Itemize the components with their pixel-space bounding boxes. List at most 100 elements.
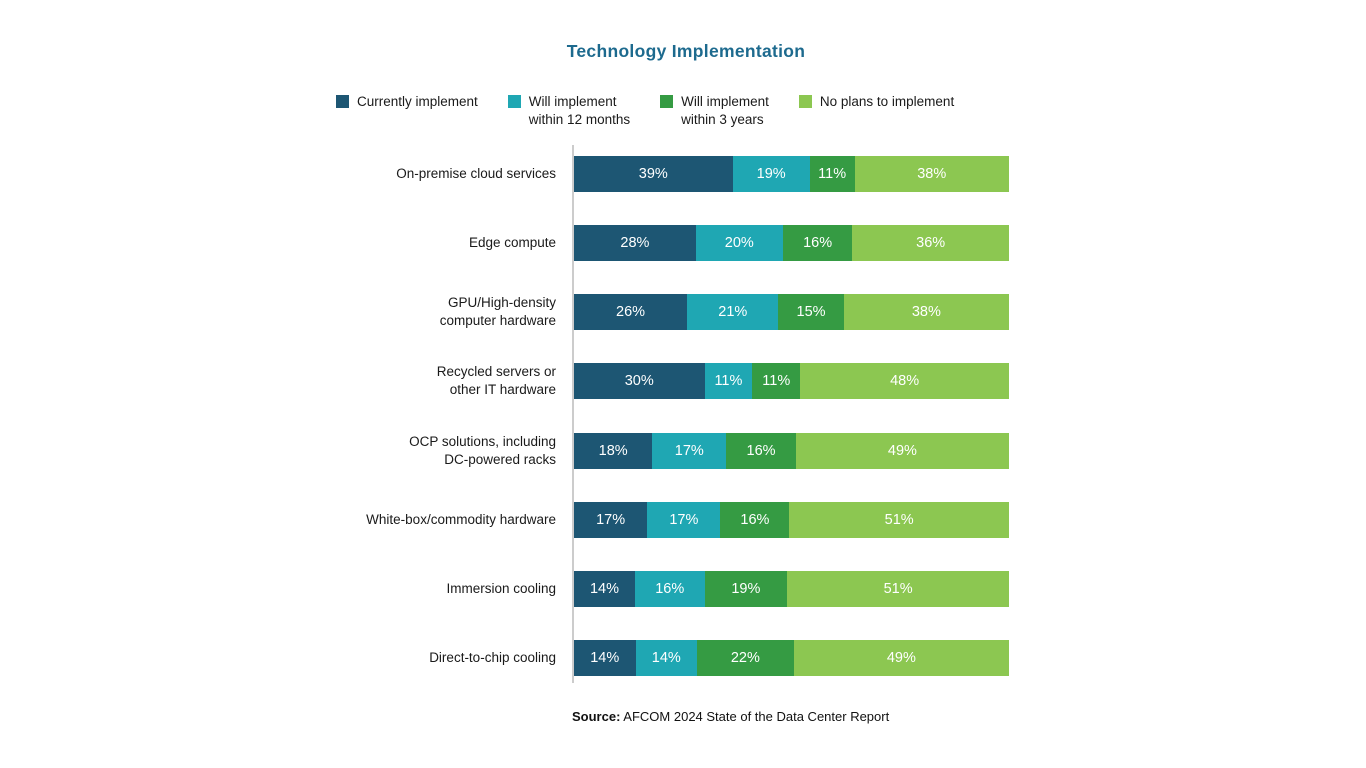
- bar-value-label: 17%: [674, 442, 704, 459]
- bar-value-label: 48%: [890, 373, 920, 390]
- bar-value-label: 14%: [590, 649, 620, 666]
- chart-row: Immersion cooling 14% 16% 19% 51%: [240, 570, 1009, 607]
- bar-value-label: 28%: [620, 235, 650, 252]
- bar-value-label: 21%: [718, 304, 748, 321]
- bar-value-label: 16%: [746, 442, 776, 459]
- legend-item: No plans to implement: [798, 93, 954, 129]
- bar-segment: 15%: [778, 294, 844, 331]
- bar-segment: 19%: [732, 156, 810, 192]
- bar-segment: 22%: [697, 639, 794, 676]
- legend-swatch-icon: [507, 95, 521, 108]
- category-label: Recycled servers or other IT hardware: [436, 364, 556, 398]
- bar-value-label: 16%: [803, 235, 833, 252]
- stacked-bar: 18% 17% 16% 49%: [574, 432, 1009, 469]
- bar-segment: 21%: [687, 294, 779, 331]
- axis-line: [572, 145, 574, 683]
- bar-segment: 17%: [574, 501, 648, 538]
- bar-segment: 51%: [787, 570, 1009, 607]
- bar-segment: 26%: [574, 294, 688, 331]
- bar-segment: 14%: [635, 639, 698, 676]
- stacked-bar: 30% 11% 11% 48%: [574, 363, 1009, 400]
- bar-segment: 39%: [574, 156, 733, 192]
- chart-row: White-box/commodity hardware 17% 17% 16% 51%: [240, 501, 1009, 538]
- bar-segment: 16%: [782, 225, 853, 262]
- bar-segment: 18%: [574, 432, 653, 469]
- bar-segment: 49%: [795, 432, 1009, 469]
- category-label: Direct-to-chip cooling: [429, 649, 556, 665]
- bar-value-label: 38%: [917, 166, 947, 182]
- legend-label: Currently implement: [357, 94, 478, 109]
- legend-swatch-icon: [798, 95, 812, 108]
- bar-chart: On-premise cloud services 39% 19% 11% 38% Edg…: [240, 145, 1010, 683]
- bar-value-label: 22%: [730, 649, 760, 666]
- bar-segment: 28%: [574, 225, 696, 262]
- stacked-bar: 14% 14% 22% 49%: [574, 639, 1009, 676]
- bar-segment: 36%: [852, 225, 1009, 262]
- source-note: Source: AFCOM 2024 State of the Data Cen…: [572, 709, 889, 724]
- bar-segment: 30%: [574, 363, 705, 400]
- legend-item: Will implement within 12 months: [507, 93, 631, 129]
- bar-segment: 16%: [634, 570, 705, 607]
- bar-value-label: 11%: [714, 373, 743, 390]
- chart-rows: On-premise cloud services 39% 19% 11% 38% Edg…: [240, 156, 1009, 676]
- bar-value-label: 18%: [598, 442, 628, 459]
- bar-segment: 19%: [704, 570, 788, 607]
- bar-value-label: 17%: [596, 511, 626, 528]
- bar-value-label: 11%: [762, 373, 791, 390]
- bar-value-label: 15%: [796, 304, 826, 321]
- stacked-bar: 28% 20% 16% 36%: [574, 225, 1009, 262]
- stacked-bar: 26% 21% 15% 38%: [574, 294, 1009, 331]
- bar-segment: 51%: [789, 501, 1009, 538]
- category-label: OCP solutions, including DC-powered rack…: [409, 433, 556, 467]
- bar-value-label: 20%: [724, 235, 754, 252]
- bar-value-label: 51%: [883, 580, 913, 597]
- bar-segment: 11%: [752, 363, 801, 400]
- bar-value-label: 49%: [887, 442, 917, 459]
- bar-value-label: 38%: [911, 304, 941, 321]
- legend-item: Currently implement: [336, 93, 478, 129]
- category-label: White-box/commodity hardware: [366, 511, 556, 527]
- category-label: GPU/High-density computer hardware: [439, 295, 556, 329]
- chart-title: Technology Implementation: [566, 41, 806, 61]
- chart-row: GPU/High-density computer hardware 26% 21%…: [240, 294, 1009, 331]
- chart-row: OCP solutions, including DC-powered rack…: [240, 432, 1009, 469]
- bar-value-label: 19%: [756, 166, 786, 182]
- bar-value-label: 14%: [589, 580, 619, 597]
- bar-segment: 11%: [809, 156, 855, 192]
- legend-swatch-icon: [660, 95, 674, 108]
- stacked-bar: 17% 17% 16% 51%: [574, 501, 1009, 538]
- bar-value-label: 16%: [740, 511, 770, 528]
- stacked-bar: 14% 16% 19% 51%: [574, 570, 1009, 607]
- category-label: Edge compute: [468, 235, 556, 251]
- source-label: Source:: [572, 709, 621, 724]
- bar-segment: 20%: [695, 225, 783, 262]
- category-label: Immersion cooling: [446, 580, 556, 596]
- bar-segment: 16%: [720, 501, 790, 538]
- bar-segment: 17%: [647, 501, 721, 538]
- chart-row: Direct-to-chip cooling 14% 14% 22% 49%: [240, 639, 1009, 676]
- bar-value-label: 49%: [886, 649, 916, 666]
- bar-segment: 38%: [854, 156, 1009, 192]
- bar-value-label: 36%: [916, 235, 946, 252]
- legend-label: Will implement within 12 months: [528, 94, 631, 127]
- bar-value-label: 16%: [655, 580, 685, 597]
- bar-segment: 49%: [793, 639, 1009, 676]
- bar-value-label: 17%: [669, 511, 699, 528]
- bar-segment: 38%: [843, 294, 1009, 331]
- bar-segment: 14%: [574, 639, 636, 676]
- chart-row: On-premise cloud services 39% 19% 11% 38%: [240, 156, 1009, 192]
- bar-segment: 11%: [704, 363, 753, 400]
- bar-value-label: 26%: [616, 304, 646, 321]
- bar-segment: 17%: [652, 432, 727, 469]
- bar-segment: 48%: [800, 363, 1009, 400]
- legend-item: Will implement within 3 years: [660, 93, 769, 129]
- bar-value-label: 51%: [884, 511, 914, 528]
- legend: Currently implement Will implement within…: [336, 93, 954, 129]
- stacked-bar: 39% 19% 11% 38%: [574, 156, 1009, 192]
- bar-value-label: 19%: [731, 580, 761, 597]
- category-label: On-premise cloud services: [396, 166, 556, 181]
- legend-label: Will implement within 3 years: [681, 94, 769, 127]
- chart-row: Recycled servers or other IT hardware 30%…: [240, 363, 1009, 400]
- chart-row: Edge compute 28% 20% 16% 36%: [240, 225, 1009, 262]
- bar-value-label: 39%: [638, 166, 668, 182]
